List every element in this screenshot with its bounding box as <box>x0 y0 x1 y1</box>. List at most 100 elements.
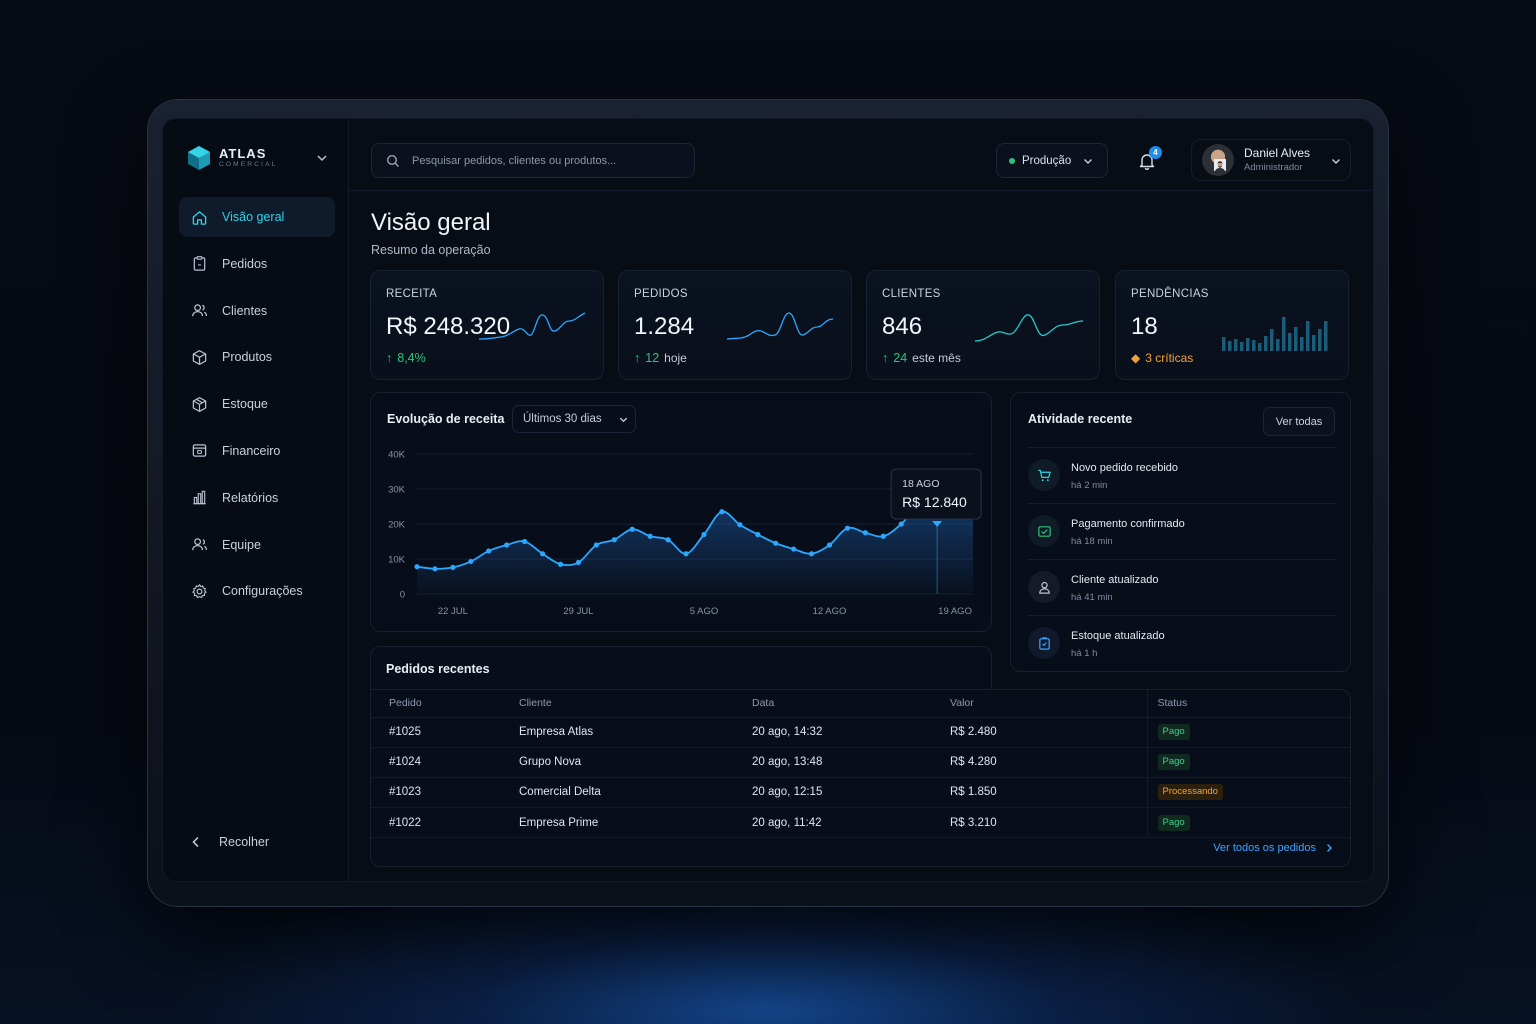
user-menu[interactable]: Daniel Alves Administrador <box>1191 139 1351 181</box>
sparkline-chart <box>726 312 834 340</box>
order-id: #1023 <box>371 777 519 809</box>
kpi-label: PENDÊNCIAS <box>1131 288 1209 300</box>
search-input[interactable] <box>412 154 672 167</box>
activity-text: Estoque atualizado <box>1071 630 1165 642</box>
list-item[interactable]: Estoque atualizado há 1 h <box>1028 615 1336 671</box>
chart-point[interactable] <box>468 558 474 565</box>
chart-point[interactable] <box>611 537 617 543</box>
table-row[interactable]: #1023 Comercial Delta 20 ago, 12:15 R$ 1… <box>371 777 1350 809</box>
column-header[interactable]: Data <box>752 690 950 718</box>
chart-point[interactable] <box>808 551 815 557</box>
collapse-button[interactable]: Recolher <box>189 835 269 849</box>
activity-icon-wrap <box>1028 459 1060 491</box>
order-client: Empresa Atlas <box>519 717 752 748</box>
kpi-value: 18 <box>1131 313 1158 340</box>
table-row[interactable]: #1022 Empresa Prime 20 ago, 11:42 R$ 3.2… <box>371 807 1350 839</box>
chart-point[interactable] <box>665 537 671 543</box>
kpi-label: PEDIDOS <box>634 288 688 300</box>
chart-point[interactable] <box>575 559 582 566</box>
chart-point[interactable] <box>504 542 510 548</box>
chart-point[interactable] <box>898 521 904 527</box>
sidebar-item-reports[interactable]: Relatórios <box>179 478 335 518</box>
chart-point[interactable] <box>755 531 761 538</box>
chart-point[interactable] <box>539 551 546 557</box>
activity-time: há 18 min <box>1071 536 1113 547</box>
chart-point[interactable] <box>522 538 528 545</box>
kpi-card-orders[interactable]: PEDIDOS 1.284 ↑ 12 hoje <box>618 270 852 380</box>
orders-title: Pedidos recentes <box>386 662 490 676</box>
sidebar-item-label: Produtos <box>222 350 273 365</box>
chart-point[interactable] <box>880 533 886 539</box>
sparkline-bars <box>1222 317 1328 351</box>
range-select[interactable]: Últimos 30 dias <box>512 405 636 433</box>
view-all-orders-link[interactable]: Ver todos os pedidos <box>1213 842 1334 854</box>
chart-point[interactable] <box>791 546 797 552</box>
sidebar-item-settings[interactable]: Configurações <box>179 571 335 611</box>
order-value: R$ 3.210 <box>950 807 1148 839</box>
tooltip-value: R$ 12.840 <box>902 494 967 510</box>
chart-point[interactable] <box>593 542 599 548</box>
environment-select[interactable]: Produção <box>996 143 1108 178</box>
kpi-delta-suffix: hoje <box>664 351 687 365</box>
order-value: R$ 2.480 <box>950 717 1148 748</box>
page-title: Visão geral <box>371 209 491 236</box>
home-icon <box>192 210 207 225</box>
sidebar-item-orders[interactable]: Pedidos <box>179 244 335 284</box>
kpi-card-pending[interactable]: PENDÊNCIAS 18 ◆ 3 críticas <box>1115 270 1349 380</box>
column-header[interactable]: Status <box>1147 690 1350 718</box>
column-header[interactable]: Pedido <box>371 690 519 718</box>
avatar <box>1202 144 1234 176</box>
chart-point[interactable] <box>486 548 492 554</box>
kpi-card-revenue[interactable]: RECEITA R$ 248.320 ↑ 8,4% <box>370 270 604 380</box>
table-row[interactable]: #1025 Empresa Atlas 20 ago, 14:32 R$ 2.4… <box>371 717 1350 748</box>
chart-point[interactable] <box>647 533 653 539</box>
chart-point[interactable] <box>719 509 725 515</box>
kpi-card-clients[interactable]: CLIENTES 846 ↑ 24 este mês <box>866 270 1100 380</box>
sidebar-item-stock[interactable]: Estoque <box>179 384 335 424</box>
search-box[interactable] <box>371 143 695 178</box>
sidebar-item-products[interactable]: Produtos <box>179 337 335 377</box>
list-item[interactable]: Cliente atualizado há 41 min <box>1028 559 1336 615</box>
chart-point[interactable] <box>844 525 851 531</box>
sidebar-item-finance[interactable]: Financeiro <box>179 431 335 471</box>
chevron-right-icon <box>1327 844 1332 852</box>
kpi-delta-suffix: este mês <box>912 351 961 365</box>
cart-icon <box>1037 469 1051 481</box>
column-header[interactable]: Cliente <box>519 690 752 718</box>
chart-point[interactable] <box>701 531 707 538</box>
atlas-logo-icon <box>188 146 210 170</box>
sidebar-item-clients[interactable]: Clientes <box>179 291 335 331</box>
kpi-delta: ↑ 8,4% <box>386 351 426 365</box>
column-header[interactable]: Valor <box>950 690 1148 718</box>
chart-point[interactable] <box>826 542 833 548</box>
y-tick-label: 40K <box>388 450 406 461</box>
y-tick-label: 30K <box>388 485 406 496</box>
chart-point[interactable] <box>862 530 868 536</box>
list-item[interactable]: Novo pedido recebido há 2 min <box>1028 447 1336 503</box>
y-tick-label: 10K <box>388 555 406 566</box>
chart-point[interactable] <box>557 561 564 567</box>
chart-point[interactable] <box>737 522 743 528</box>
chart-point[interactable] <box>773 540 779 546</box>
sidebar-item-team[interactable]: Equipe <box>179 525 335 565</box>
view-all-activity-button[interactable]: Ver todas <box>1263 407 1335 436</box>
sidebar-item-overview[interactable]: Visão geral <box>179 197 335 237</box>
kpi-value: R$ 248.320 <box>386 313 511 340</box>
status-badge: Pago <box>1157 724 1190 741</box>
chevron-down-icon[interactable] <box>315 151 329 165</box>
chart-point[interactable] <box>414 564 420 570</box>
brand[interactable]: ATLAS COMERCIAL <box>187 145 277 171</box>
chart-point[interactable] <box>450 564 456 570</box>
order-client: Comercial Delta <box>519 777 752 809</box>
list-item[interactable]: Pagamento confirmado há 18 min <box>1028 503 1336 559</box>
activity-text: Pagamento confirmado <box>1071 518 1185 530</box>
sidebar-item-label: Configurações <box>222 584 303 599</box>
chart-point[interactable] <box>629 526 635 532</box>
status-badge: Processando <box>1157 784 1223 801</box>
table-row[interactable]: #1024 Grupo Nova 20 ago, 13:48 R$ 4.280 … <box>371 747 1350 778</box>
sidebar-item-label: Clientes <box>222 303 268 318</box>
order-date: 20 ago, 13:48 <box>752 747 950 778</box>
sparkline-chart <box>974 314 1084 342</box>
chart-point[interactable] <box>683 551 689 557</box>
chart-point[interactable] <box>432 566 438 572</box>
